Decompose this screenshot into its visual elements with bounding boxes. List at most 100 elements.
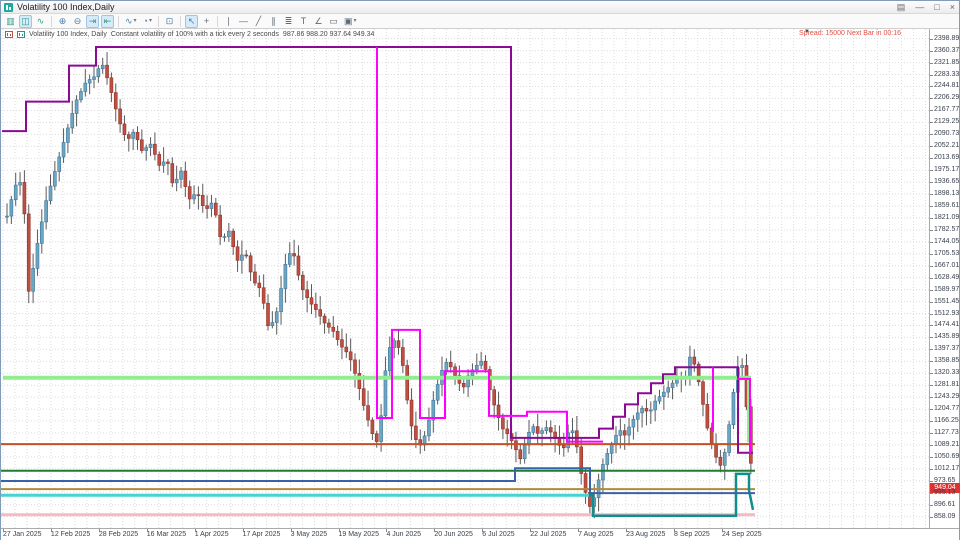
- chart-symbol-label: Volatility 100 Index, Daily: [29, 31, 107, 38]
- price-tick-mark: [930, 241, 933, 243]
- price-tick-label: 1243.29: [934, 393, 960, 401]
- price-tick-label: 1204.77: [934, 405, 960, 413]
- indicators-button[interactable]: ∿ ▾: [125, 15, 137, 26]
- date-tick-mark: [578, 529, 580, 532]
- price-tick-label: 1898.13: [934, 190, 960, 198]
- price-tick-label: 1859.61: [934, 201, 960, 209]
- line-chart-button[interactable]: ∿: [36, 15, 45, 26]
- window-title: Volatility 100 Index,Daily: [17, 2, 115, 12]
- price-tick-mark: [930, 444, 933, 446]
- price-tick-mark: [930, 265, 933, 267]
- time-axis[interactable]: 27 Jan 2025 12 Feb 2025 28 Feb 2025 16 Mar …: [1, 528, 959, 540]
- chart-toolbar: ▥ ◫ ∿ ⊕ ⊖ ⇥ ⇤ ∿ ▾ ◔ ▾ ⊡ ↖ + ∣ ― ╱ ∥ ≣ T ∠ ▭ ▣ ▾: [1, 14, 959, 29]
- date-tick-mark: [674, 529, 676, 532]
- timeframes-button[interactable]: ◔ ▾: [142, 15, 153, 26]
- price-tick-label: 973.65: [934, 476, 956, 484]
- price-tick-label: 1166.25: [934, 417, 959, 425]
- chart-plot[interactable]: Volatility 100 Index, Daily Constant vol…: [1, 29, 929, 528]
- price-tick-mark: [930, 516, 933, 518]
- date-tick-mark: [338, 529, 340, 532]
- price-tick-mark: [930, 480, 933, 482]
- candlestick-chart-button[interactable]: ◫: [19, 14, 32, 28]
- candlestick-chart: [1, 29, 929, 528]
- price-tick-mark: [930, 504, 933, 506]
- price-tick-label: 1628.49: [934, 273, 960, 281]
- shapes-button[interactable]: ▣ ▾: [344, 15, 357, 26]
- price-tick-label: 1320.33: [934, 369, 960, 377]
- crosshair-button[interactable]: +: [203, 15, 210, 26]
- date-tick-label: 16 Mar 2025: [146, 531, 187, 538]
- angle-object-button[interactable]: ∠: [314, 15, 323, 26]
- chart-window-icon: [4, 2, 13, 12]
- price-axis[interactable]: 949.04 2398.89 2360.37 2321.85 2283.33 2244.…: [929, 29, 960, 528]
- price-tick-label: 858.09: [934, 512, 956, 520]
- price-tick-label: 1050.69: [934, 452, 960, 460]
- horizontal-line-button[interactable]: ―: [239, 15, 249, 26]
- date-tick-mark: [434, 529, 436, 532]
- price-tick-label: 1512.93: [934, 309, 960, 317]
- price-tick-label: 1936.65: [934, 178, 960, 186]
- price-tick-label: 935.13: [934, 488, 956, 496]
- shift-end-button[interactable]: ⇥: [86, 14, 99, 28]
- chart-ohlc-values: 987.86 988.20 937.64 949.34: [282, 31, 375, 38]
- restore-button[interactable]: □: [934, 2, 940, 12]
- price-tick-mark: [930, 385, 933, 387]
- auto-scroll-button[interactable]: ⇤: [101, 14, 114, 28]
- toolbar-separator: [180, 15, 182, 27]
- fibonacci-button[interactable]: ≣: [284, 15, 293, 26]
- spread-countdown-label: Spread: 15000 Next Bar in 00:16: [799, 30, 901, 37]
- spread-value: Spread: 15000: [799, 30, 845, 37]
- screenshot-button[interactable]: ⊡: [165, 15, 174, 26]
- text-label-button[interactable]: T: [300, 15, 307, 26]
- price-tick-mark: [930, 229, 933, 231]
- price-tick-label: 1744.05: [934, 237, 960, 245]
- price-tick-mark: [930, 433, 933, 434]
- chart-area[interactable]: Volatility 100 Index, Daily Constant vol…: [1, 29, 960, 540]
- date-tick-mark: [386, 529, 388, 532]
- zoom-out-button[interactable]: ⊖: [73, 15, 82, 26]
- price-tick-mark: [930, 253, 933, 255]
- price-tick-label: 2129.25: [934, 118, 960, 126]
- price-tick-label: 1397.37: [934, 345, 960, 353]
- price-tick-mark: [930, 182, 933, 184]
- minimize-button[interactable]: —: [915, 2, 925, 12]
- chevron-down-icon: ▾: [149, 17, 153, 24]
- price-tick-label: 1667.01: [934, 261, 960, 269]
- channel-button[interactable]: ∥: [271, 15, 276, 26]
- zoom-in-button[interactable]: ⊕: [58, 15, 67, 26]
- price-tick-label: 1821.09: [934, 213, 960, 221]
- panel-icon[interactable]: ▤: [896, 2, 906, 12]
- price-tick-mark: [930, 337, 933, 339]
- date-tick-mark: [146, 529, 148, 532]
- date-tick-label: 22 Jul 2025: [530, 531, 567, 538]
- price-tick-label: 1589.97: [934, 285, 960, 293]
- date-tick-label: 20 Jun 2025: [434, 531, 473, 538]
- date-tick-mark: [530, 529, 532, 532]
- price-tick-label: 1551.45: [934, 297, 960, 305]
- rectangle-button[interactable]: ▭: [329, 15, 338, 26]
- date-tick-mark: [721, 529, 723, 532]
- price-tick-mark: [930, 277, 933, 279]
- price-tick-mark: [930, 301, 933, 303]
- date-tick-mark: [50, 529, 52, 532]
- cursor-button[interactable]: ↖: [185, 14, 199, 28]
- toolbar-separator: [217, 15, 219, 27]
- price-tick-mark: [930, 62, 933, 64]
- date-tick-mark: [3, 529, 4, 532]
- price-tick-mark: [930, 194, 933, 196]
- magenta-step-line: [376, 47, 603, 443]
- price-tick-label: 2321.85: [934, 58, 960, 66]
- price-tick-label: 2090.73: [934, 130, 960, 138]
- teal-step-line: [589, 472, 755, 518]
- vertical-line-button[interactable]: ∣: [226, 15, 231, 26]
- title-bar: Volatility 100 Index,Daily ▤ — □ ×: [1, 1, 959, 14]
- bar-chart-button[interactable]: ▥: [6, 15, 15, 26]
- price-tick-mark: [930, 361, 933, 363]
- trendline-button[interactable]: ╱: [255, 15, 262, 26]
- price-tick-mark: [930, 397, 933, 399]
- chevron-down-icon: ▾: [133, 17, 137, 24]
- price-tick-mark: [930, 50, 933, 52]
- close-button[interactable]: ×: [949, 2, 955, 12]
- date-tick-mark: [194, 529, 196, 532]
